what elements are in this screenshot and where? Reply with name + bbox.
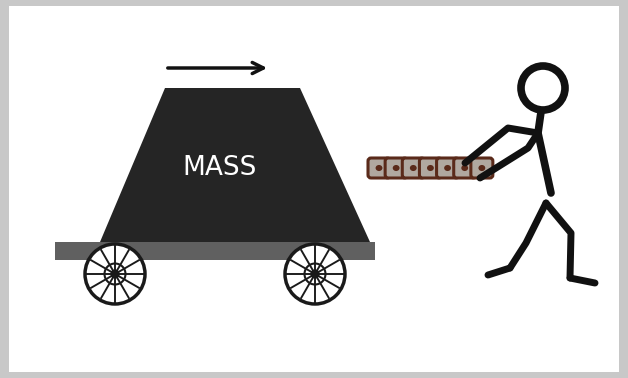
Ellipse shape bbox=[462, 165, 468, 171]
Ellipse shape bbox=[410, 165, 417, 171]
Bar bbox=[55, 242, 375, 260]
Circle shape bbox=[521, 66, 565, 110]
FancyBboxPatch shape bbox=[420, 158, 441, 178]
FancyBboxPatch shape bbox=[368, 158, 390, 178]
Polygon shape bbox=[100, 88, 370, 242]
Ellipse shape bbox=[427, 165, 434, 171]
Text: MASS: MASS bbox=[183, 155, 257, 181]
Circle shape bbox=[111, 270, 119, 278]
Ellipse shape bbox=[376, 165, 382, 171]
Bar bbox=[9, 6, 619, 372]
Circle shape bbox=[311, 270, 319, 278]
Ellipse shape bbox=[444, 165, 451, 171]
FancyBboxPatch shape bbox=[403, 158, 425, 178]
FancyBboxPatch shape bbox=[436, 158, 458, 178]
FancyBboxPatch shape bbox=[453, 158, 476, 178]
Ellipse shape bbox=[392, 165, 399, 171]
FancyBboxPatch shape bbox=[471, 158, 493, 178]
Ellipse shape bbox=[479, 165, 485, 171]
Circle shape bbox=[85, 244, 145, 304]
Circle shape bbox=[285, 244, 345, 304]
FancyBboxPatch shape bbox=[385, 158, 407, 178]
